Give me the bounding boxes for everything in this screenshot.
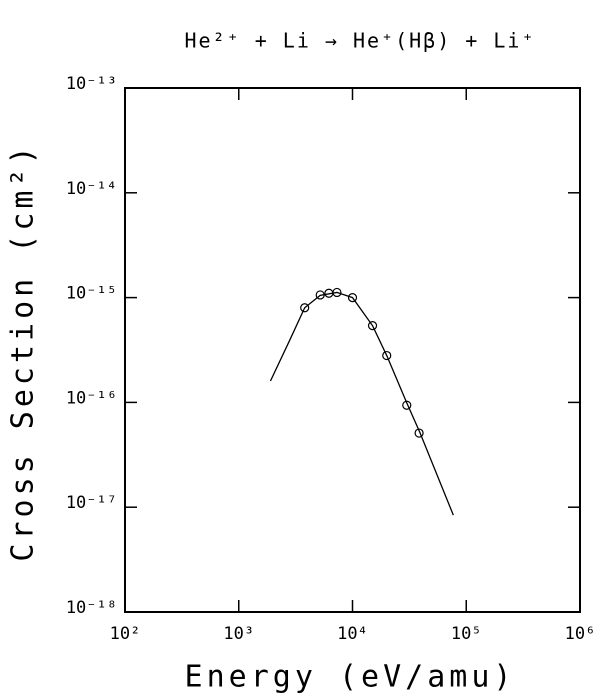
data-point: [367, 321, 378, 331]
x-axis-label: Energy (eV/amu): [185, 660, 516, 694]
fit-line: [269, 291, 454, 516]
data-point: [414, 428, 424, 438]
x-tick-label: 10⁴: [337, 624, 368, 644]
data-point: [332, 287, 342, 298]
y-tick-label: 10⁻¹⁵: [66, 284, 117, 304]
y-tick-label: 10⁻¹⁶: [66, 388, 117, 408]
y-tick-label: 10⁻¹⁷: [66, 493, 117, 513]
y-tick-label: 10⁻¹⁸: [66, 598, 117, 618]
x-tick-label: 10⁶: [565, 624, 596, 644]
data-point: [347, 293, 358, 303]
plot-frame: [124, 87, 581, 613]
x-tick-label: 10²: [110, 624, 141, 644]
data-point: [300, 303, 310, 313]
y-axis-label: Cross Section (cm²): [6, 142, 41, 561]
chart-title: He²⁺ + Li → He⁺(Hβ) + Li⁺: [184, 29, 535, 53]
y-tick-label: 10⁻¹⁴: [66, 179, 117, 199]
y-tick-label: 10⁻¹³: [66, 74, 117, 94]
x-tick-label: 10³: [223, 624, 254, 644]
x-tick-label: 10⁵: [451, 624, 482, 644]
data-point: [382, 350, 392, 361]
